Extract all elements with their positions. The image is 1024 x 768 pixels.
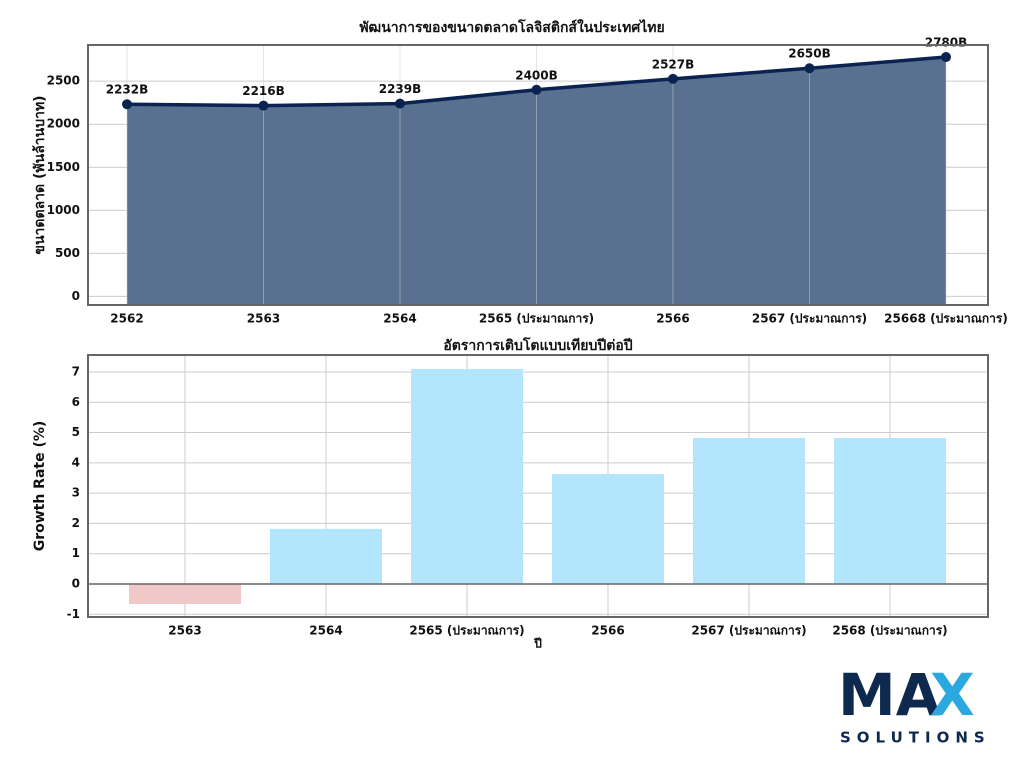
y-tick-label: 4 [72,455,80,469]
bar [129,583,241,604]
logo-mark: X [930,661,975,729]
value-label: 2239B [379,82,422,96]
y-tick-label: 0 [72,289,80,303]
chart-title: อัตราการเติบโตแบบเทียบปีต่อปี [443,336,632,354]
x-tick-label: 2568 (ประมาณการ) [832,624,947,638]
plot-frame [87,354,989,618]
y-tick-label: 2000 [47,117,80,131]
point [258,100,269,111]
point [122,99,132,110]
chart-title: พัฒนาการของขนาดตลาดโลจิสติกส์ในประเทศไทย [359,18,664,36]
value-label: 2780B [925,36,968,50]
x-tick-label: 2566 [656,312,689,326]
y-tick-label: 1 [72,546,80,560]
x-tick-label: 2563 [247,312,280,326]
x-tick-label: 2563 [168,624,201,638]
y-tick-label: 7 [72,364,80,378]
x-tick-label: 25668 (ประมาณการ) [884,312,1008,326]
y-tick-label: 1500 [47,160,80,174]
x-tick-label: 2565 (ประมาณการ) [479,312,594,326]
y-tick-label: 2 [72,516,80,530]
point [941,52,951,63]
x-axis-label: ปี [534,637,543,651]
x-tick-label: 2567 (ประมาณการ) [691,624,806,638]
value-label: 2400B [515,68,558,82]
y-tick-label: 5 [72,425,80,439]
y-tick-label: 6 [72,395,80,409]
x-tick-label: 2567 (ประมาณการ) [752,312,867,326]
bar [411,368,523,584]
x-tick-label: 2565 (ประมาณการ) [409,624,524,638]
y-tick-label: 2500 [47,74,80,88]
bar [834,437,946,584]
logo-tagline: SOLUTIONS [840,729,991,747]
value-label: 2650B [788,47,831,61]
x-tick-label: 2566 [591,624,624,638]
x-tick-label: 2564 [383,312,416,326]
y-axis-label: Growth Rate (%) [32,421,48,552]
bar [693,437,805,584]
y-axis-label: ขนาดตลาด (พันล้านบาท) [32,95,48,254]
chart: -1 0 1 2 3 4 5 6 7 2563 2564 2565 (ประมาณการ) 2566 25… [67,354,989,638]
bar [552,474,664,584]
point [668,73,678,84]
y-tick-label: 3 [72,486,80,500]
logo: MA X SOLUTIONS [838,661,991,747]
chart: 0 500 1000 1500 2000 2500 2232B 2562 2216B 2563 22… [47,36,1008,326]
y-tick-label: 500 [55,246,80,260]
bar [270,528,382,584]
value-label: 2232B [106,83,149,97]
value-label: 2216B [242,84,285,98]
y-tick-label: 0 [72,576,80,590]
point [804,63,815,74]
y-tick-label: -1 [67,607,80,621]
x-tick-label: 2564 [309,624,342,638]
y-tick-label: 1000 [47,203,80,217]
x-tick-label: 2562 [110,312,143,326]
point [395,98,405,109]
value-label: 2527B [652,57,695,71]
point [531,84,542,95]
logo-name: MA [838,661,941,729]
plot-frame [87,44,989,306]
